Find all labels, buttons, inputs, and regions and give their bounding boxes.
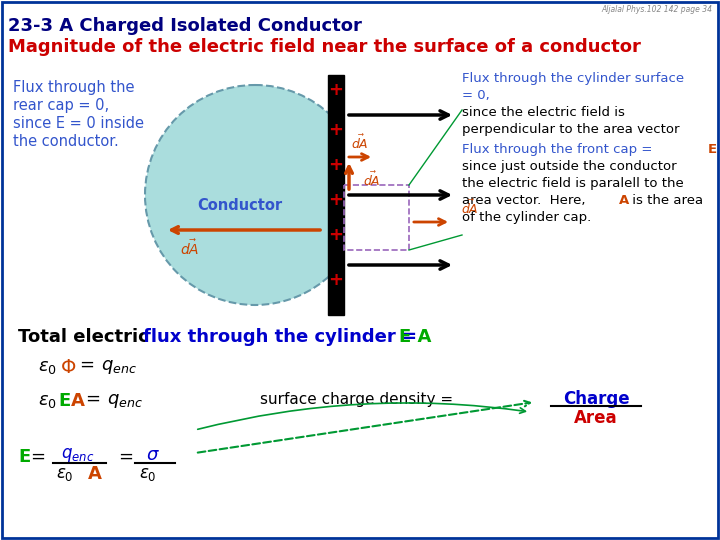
Text: +: + bbox=[328, 226, 343, 244]
Text: of the cylinder cap.: of the cylinder cap. bbox=[462, 211, 591, 224]
Bar bbox=[344, 185, 409, 250]
Text: Magnitude of the electric field near the surface of a conductor: Magnitude of the electric field near the… bbox=[8, 38, 641, 56]
Text: $\vec{\mathit{d}A}$: $\vec{\mathit{d}A}$ bbox=[363, 171, 381, 189]
Text: +: + bbox=[328, 156, 343, 174]
Text: is the area: is the area bbox=[628, 194, 703, 207]
Text: Area: Area bbox=[574, 409, 618, 427]
Text: A: A bbox=[619, 194, 629, 207]
Text: +: + bbox=[328, 121, 343, 139]
Text: E A: E A bbox=[399, 328, 431, 346]
Text: flux through the cylinder =: flux through the cylinder = bbox=[143, 328, 423, 346]
Text: surface charge density =: surface charge density = bbox=[260, 392, 453, 407]
Text: $\varepsilon_0$: $\varepsilon_0$ bbox=[139, 465, 156, 483]
Text: 23-3 A Charged Isolated Conductor: 23-3 A Charged Isolated Conductor bbox=[8, 17, 362, 35]
Text: Aljalal Phys.102 142 page 34: Aljalal Phys.102 142 page 34 bbox=[601, 5, 712, 14]
Text: =: = bbox=[118, 448, 133, 466]
Text: Flux through the: Flux through the bbox=[13, 80, 135, 95]
Text: Flux through the front cap =: Flux through the front cap = bbox=[462, 143, 657, 156]
Text: rear cap = 0,: rear cap = 0, bbox=[13, 98, 109, 113]
Text: area vector.  Here,: area vector. Here, bbox=[462, 194, 590, 207]
Text: E: E bbox=[58, 392, 71, 410]
Text: = 0,: = 0, bbox=[462, 89, 490, 102]
Text: $\vec{\mathit{d}A}$: $\vec{\mathit{d}A}$ bbox=[180, 238, 199, 258]
Text: perpendicular to the area vector: perpendicular to the area vector bbox=[462, 123, 680, 136]
Text: $\Phi$: $\Phi$ bbox=[60, 358, 76, 377]
Text: E A,: E A, bbox=[708, 143, 720, 156]
Text: Flux through the cylinder surface: Flux through the cylinder surface bbox=[462, 72, 684, 85]
Text: A: A bbox=[88, 465, 102, 483]
Text: $q_{enc}$: $q_{enc}$ bbox=[61, 446, 94, 464]
Text: =: = bbox=[30, 448, 45, 466]
Text: $= \,q_{enc}$: $= \,q_{enc}$ bbox=[76, 358, 137, 376]
Text: $\varepsilon_0$: $\varepsilon_0$ bbox=[56, 465, 73, 483]
Text: E: E bbox=[18, 448, 30, 466]
Text: $\vec{\mathit{d}A}$: $\vec{\mathit{d}A}$ bbox=[351, 134, 369, 152]
Text: Total electric: Total electric bbox=[18, 328, 155, 346]
Text: the electric field is paralell to the: the electric field is paralell to the bbox=[462, 177, 684, 190]
Bar bbox=[328, 70, 578, 320]
Text: $\varepsilon_0$: $\varepsilon_0$ bbox=[38, 392, 57, 410]
Text: A: A bbox=[71, 392, 85, 410]
Text: +: + bbox=[328, 271, 343, 289]
Bar bbox=[328, 75, 344, 315]
Text: $\sigma$: $\sigma$ bbox=[146, 446, 160, 464]
Text: $\vec{\mathit{d}A}$: $\vec{\mathit{d}A}$ bbox=[461, 199, 479, 217]
Text: Conductor: Conductor bbox=[197, 198, 282, 213]
Text: $= \,q_{enc}$: $= \,q_{enc}$ bbox=[82, 392, 143, 410]
Text: Charge: Charge bbox=[563, 390, 629, 408]
Text: since E = 0 inside: since E = 0 inside bbox=[13, 116, 144, 131]
Text: +: + bbox=[328, 81, 343, 99]
Text: since the electric field is: since the electric field is bbox=[462, 106, 625, 119]
Text: since just outside the conductor: since just outside the conductor bbox=[462, 160, 677, 173]
Text: +: + bbox=[328, 191, 343, 209]
Circle shape bbox=[145, 85, 365, 305]
Text: $\varepsilon_0$: $\varepsilon_0$ bbox=[38, 358, 57, 376]
Text: the conductor.: the conductor. bbox=[13, 134, 119, 149]
